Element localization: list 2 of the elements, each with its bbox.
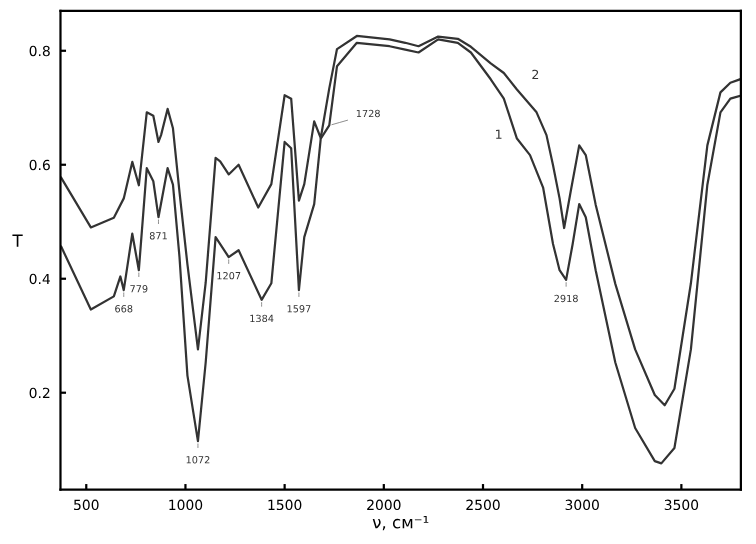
y-axis-title: T — [12, 234, 23, 247]
x-axis-title: ν, см⁻¹ — [372, 515, 429, 531]
